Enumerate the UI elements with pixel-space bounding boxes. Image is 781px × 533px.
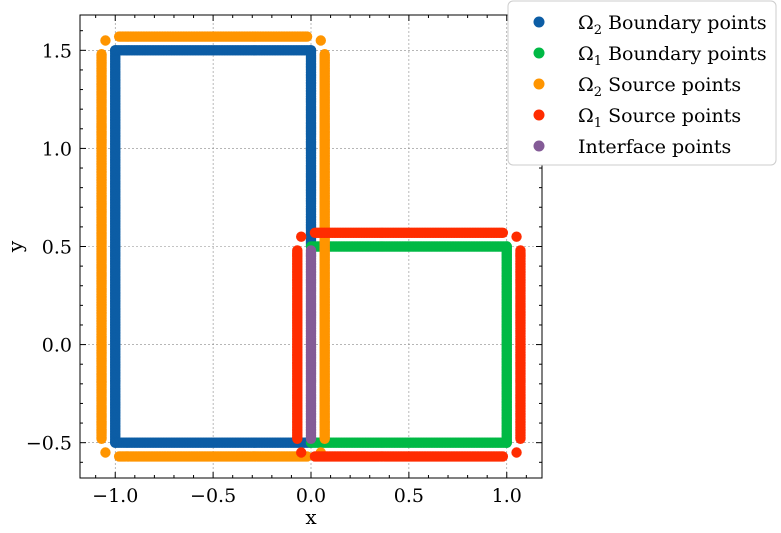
legend-item-source-points: Ω2 Source points — [533, 74, 741, 100]
data-point — [497, 451, 509, 462]
y-tick-label: 1.0 — [42, 138, 72, 160]
plot-area — [96, 31, 526, 462]
y-tick-label: 0.5 — [42, 237, 72, 259]
series-boundary-points — [110, 45, 317, 448]
legend-label: Ω2 Source points — [578, 74, 741, 100]
legend-item-interface-points: Interface points — [533, 136, 731, 158]
legend-item-boundary-points: Ω1 Boundary points — [533, 43, 767, 69]
series-interface-points — [305, 245, 317, 444]
data-point — [319, 433, 330, 444]
data-point — [501, 437, 512, 448]
x-axis-label: x — [305, 505, 317, 529]
legend-item-boundary-points: Ω2 Boundary points — [533, 12, 767, 38]
legend-item-source-points: Ω1 Source points — [533, 105, 741, 131]
series-boundary-points — [305, 241, 512, 448]
legend-label: Ω2 Boundary points — [578, 12, 767, 38]
legend-marker — [533, 16, 545, 28]
legend-marker — [533, 140, 545, 152]
series-source-points — [292, 227, 526, 462]
data-point — [296, 231, 307, 242]
data-point — [515, 433, 526, 444]
series-source-points — [96, 31, 330, 462]
x-tick-label: 1.0 — [492, 485, 522, 507]
legend-label: Ω1 Source points — [578, 105, 741, 131]
data-point — [96, 49, 107, 60]
legend-box — [507, 0, 777, 166]
y-tick-label: −0.5 — [26, 433, 72, 455]
data-point — [100, 447, 111, 458]
x-tick-label: −0.5 — [190, 485, 236, 507]
data-point — [100, 35, 111, 46]
y-tick-label: 1.5 — [42, 40, 72, 62]
legend-marker — [533, 78, 545, 90]
legend-marker — [533, 47, 545, 59]
x-tick-label: 0.0 — [296, 485, 326, 507]
legend-marker — [533, 109, 545, 121]
data-point — [296, 447, 307, 458]
data-point — [511, 447, 522, 458]
y-axis-label: y — [3, 240, 27, 253]
x-tick-label: 0.5 — [394, 485, 424, 507]
data-point — [497, 227, 509, 238]
data-point — [315, 35, 326, 46]
data-point — [301, 31, 313, 42]
data-point — [511, 231, 522, 242]
x-tick-label: −1.0 — [92, 485, 138, 507]
data-point — [305, 245, 317, 256]
data-point — [292, 433, 303, 444]
legend-label: Ω1 Boundary points — [578, 43, 767, 69]
axis-labels: −1.0 −0.5 0.0 0.5 1.0 −0.5 0.0 0.5 1.0 1.5 x y — [3, 40, 522, 529]
legend: Ω2 Boundary points Ω1 Boundary points Ω2 S… — [507, 0, 777, 166]
y-tick-label: 0.0 — [42, 335, 72, 357]
legend-label: Interface points — [578, 136, 731, 158]
